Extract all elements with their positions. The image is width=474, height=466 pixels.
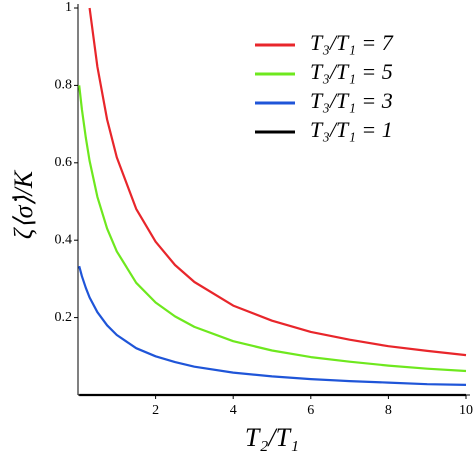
x-axis-label: T₂/T₁ xyxy=(245,423,299,452)
y-tick-label: 0.8 xyxy=(55,78,73,93)
legend-label: T₃/T₁ = 3 xyxy=(310,88,393,113)
y-tick-label: 1 xyxy=(65,0,72,15)
y-axis-label: ζ⟨σ̇⟩/K xyxy=(9,169,38,239)
x-tick-label: 2 xyxy=(152,403,159,418)
legend-label: T₃/T₁ = 5 xyxy=(310,59,393,84)
x-tick-label: 6 xyxy=(307,403,314,418)
x-tick-label: 10 xyxy=(459,403,473,418)
x-tick-label: 4 xyxy=(230,403,237,418)
y-tick-label: 0.6 xyxy=(55,155,73,170)
line xyxy=(88,7,467,357)
legend-label: T₃/T₁ = 7 xyxy=(310,30,394,55)
line xyxy=(78,85,467,373)
y-tick-label: 0.2 xyxy=(55,310,73,325)
line xyxy=(78,265,467,386)
x-tick-label: 8 xyxy=(385,403,392,418)
y-tick-label: 0.4 xyxy=(55,232,73,247)
legend-label: T₃/T₁ = 1 xyxy=(310,117,393,142)
